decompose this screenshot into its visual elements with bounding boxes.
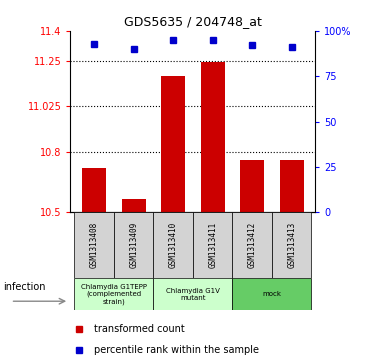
Bar [201, 62, 224, 212]
Text: GSM1313408: GSM1313408 [90, 222, 99, 268]
Text: percentile rank within the sample: percentile rank within the sample [93, 345, 259, 355]
Bar [193, 212, 232, 278]
Bar [154, 212, 193, 278]
Text: Chlamydia G1TEPP
(complemented
strain): Chlamydia G1TEPP (complemented strain) [81, 284, 147, 305]
Bar [122, 199, 145, 212]
Text: mock: mock [262, 291, 282, 297]
Text: Chlamydia G1V
mutant: Chlamydia G1V mutant [166, 287, 220, 301]
Bar [280, 160, 303, 212]
Text: GSM1313412: GSM1313412 [248, 222, 257, 268]
Bar [114, 212, 154, 278]
Bar [75, 278, 154, 310]
Bar [154, 278, 232, 310]
Text: GSM1313411: GSM1313411 [208, 222, 217, 268]
Text: GSM1313413: GSM1313413 [287, 222, 296, 268]
Text: GSM1313409: GSM1313409 [129, 222, 138, 268]
Bar [75, 212, 114, 278]
Bar [232, 212, 272, 278]
Bar [240, 160, 264, 212]
Bar [82, 168, 106, 212]
Bar [272, 212, 311, 278]
Text: GSM1313410: GSM1313410 [169, 222, 178, 268]
Title: GDS5635 / 204748_at: GDS5635 / 204748_at [124, 15, 262, 28]
Text: infection: infection [4, 282, 46, 292]
Text: transformed count: transformed count [93, 324, 184, 334]
Bar [161, 76, 185, 212]
Bar [232, 278, 311, 310]
